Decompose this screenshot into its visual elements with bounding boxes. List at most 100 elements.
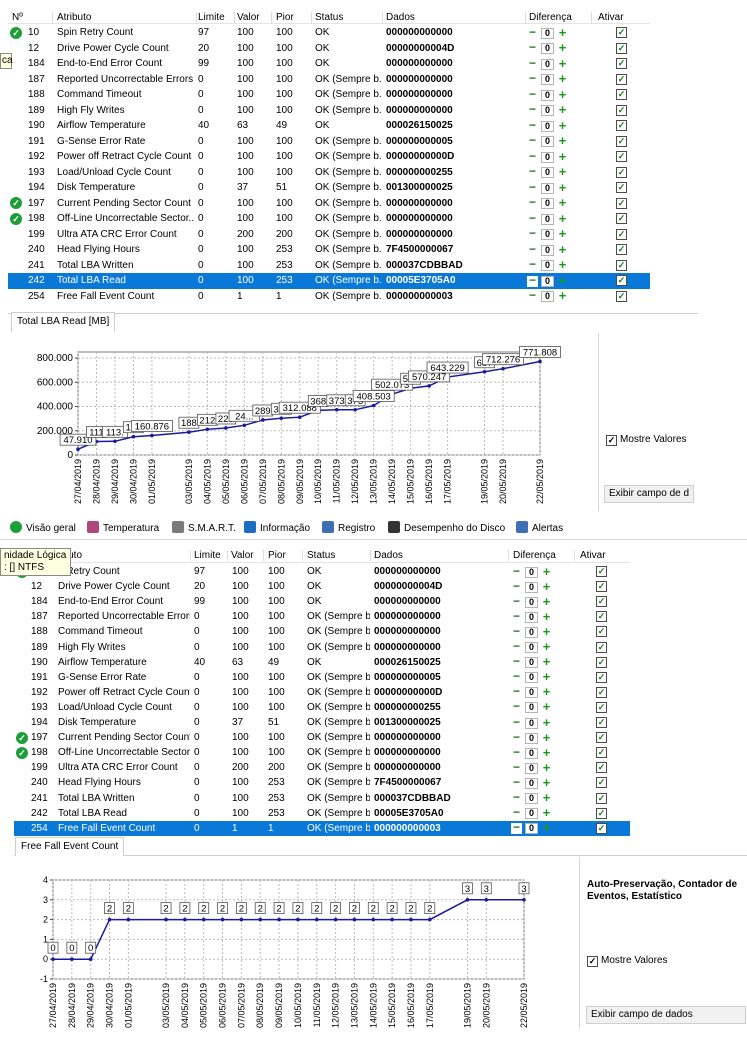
activate-checkbox[interactable]: ✓ [596,671,607,683]
increment-button[interactable]: + [542,759,551,775]
table-row[interactable]: 187 Reported Uncorrectable Errors 0 100 100 O… [14,609,630,624]
data-field-button[interactable]: Exibir campo de dados [586,1006,746,1024]
activate-checkbox[interactable]: ✓ [616,275,627,287]
difference-value[interactable]: 0 [541,27,554,39]
decrement-button[interactable]: − [511,623,522,638]
increment-button[interactable]: + [542,608,551,624]
difference-value[interactable]: 0 [525,611,538,623]
table-row[interactable]: 190 Airflow Temperature 40 63 49 OK 0000261500… [8,118,650,134]
table-row[interactable]: 242 Total LBA Read 0 100 253 OK (Sempre b... 0… [14,806,630,821]
decrement-button[interactable]: − [527,257,538,272]
decrement-button[interactable]: − [527,210,538,225]
difference-value[interactable]: 0 [525,762,538,774]
increment-button[interactable]: + [542,578,551,594]
increment-button[interactable]: + [558,71,567,87]
col-value-header[interactable]: Valor [231,550,254,561]
table-row[interactable]: 240 Head Flying Hours 0 100 253 OK (Sempre b.… [8,242,650,258]
activate-checkbox[interactable]: ✓ [616,290,627,302]
table-row[interactable]: ✓ 198 Off-Line Uncorrectable Sector... 0 100… [14,745,630,760]
activate-checkbox[interactable]: ✓ [596,581,607,593]
increment-button[interactable]: + [558,55,567,71]
decrement-button[interactable]: − [527,55,538,70]
decrement-button[interactable]: − [511,578,522,593]
activate-checkbox[interactable]: ✓ [596,762,607,774]
decrement-button[interactable]: − [511,744,522,759]
increment-button[interactable]: + [558,133,567,149]
activate-checkbox[interactable]: ✓ [616,27,627,39]
increment-button[interactable]: + [558,40,567,56]
decrement-button[interactable]: − [511,684,522,699]
increment-button[interactable]: + [558,24,567,40]
col-num-header[interactable]: Nº [12,12,23,23]
col-status-header[interactable]: Status [315,12,344,23]
table-row[interactable]: 189 High Fly Writes 0 100 100 OK (Sempre b...… [14,640,630,655]
increment-button[interactable]: + [558,288,567,304]
decrement-button[interactable]: − [527,148,538,163]
table-row[interactable]: 192 Power off Retract Cycle Count 0 100 100 O… [14,685,630,700]
table-row[interactable]: 192 Power off Retract Cycle Count 0 100 100 O… [8,149,650,165]
show-values-checkbox[interactable]: ✓ [606,435,617,446]
difference-value[interactable]: 0 [525,717,538,729]
difference-value[interactable]: 0 [541,291,554,303]
decrement-button[interactable]: − [527,133,538,148]
table-row[interactable]: 12 Drive Power Cycle Count 20 100 100 OK 00000… [14,579,630,594]
difference-value[interactable]: 0 [525,626,538,638]
increment-button[interactable]: + [542,729,551,745]
activate-checkbox[interactable]: ✓ [616,135,627,147]
decrement-button[interactable]: − [511,714,522,729]
decrement-button[interactable]: − [511,729,522,744]
decrement-button[interactable]: − [511,820,522,835]
increment-button[interactable]: + [558,210,567,226]
decrement-button[interactable]: − [527,40,538,55]
decrement-button[interactable]: − [527,164,538,179]
difference-value[interactable]: 0 [525,672,538,684]
increment-button[interactable]: + [558,164,567,180]
increment-button[interactable]: + [542,639,551,655]
decrement-button[interactable]: − [511,639,522,654]
increment-button[interactable]: + [558,117,567,133]
col-data-header[interactable]: Dados [374,550,403,561]
increment-button[interactable]: + [542,654,551,670]
activate-checkbox[interactable]: ✓ [616,151,627,163]
increment-button[interactable]: + [558,226,567,242]
decrement-button[interactable]: − [511,593,522,608]
decrement-button[interactable]: − [527,71,538,86]
increment-button[interactable]: + [558,257,567,273]
difference-value[interactable]: 0 [541,58,554,70]
decrement-button[interactable]: − [511,654,522,669]
activate-checkbox[interactable]: ✓ [616,89,627,101]
difference-value[interactable]: 0 [525,777,538,789]
increment-button[interactable]: + [542,774,551,790]
difference-value[interactable]: 0 [541,74,554,86]
activate-checkbox[interactable]: ✓ [596,566,607,578]
increment-button[interactable]: + [558,241,567,257]
difference-value[interactable]: 0 [525,793,538,805]
tab-free-fall-event-count[interactable]: Free Fall Event Count [15,837,125,856]
table-row[interactable]: 254 Free Fall Event Count 0 1 1 OK (Sempre b.… [8,289,650,305]
difference-value[interactable]: 0 [541,260,554,272]
table-row[interactable]: 191 G-Sense Error Rate 0 100 100 OK (Sempre b… [14,670,630,685]
activate-checkbox[interactable]: ✓ [616,120,627,132]
data-field-button[interactable]: Exibir campo de d [604,485,694,503]
difference-value[interactable]: 0 [525,823,538,835]
activate-checkbox[interactable]: ✓ [596,777,607,789]
difference-value[interactable]: 0 [525,702,538,714]
decrement-button[interactable]: − [527,226,538,241]
col-diff-header[interactable]: Diferença [513,550,556,561]
activate-checkbox[interactable]: ✓ [616,73,627,85]
table-row[interactable]: 184 End-to-End Error Count 99 100 100 OK 00000… [14,594,630,609]
table-row[interactable]: 191 G-Sense Error Rate 0 100 100 OK (Sempre b… [8,134,650,150]
difference-value[interactable]: 0 [525,747,538,759]
activate-checkbox[interactable]: ✓ [616,197,627,209]
decrement-button[interactable]: − [511,608,522,623]
difference-value[interactable]: 0 [541,43,554,55]
activate-checkbox[interactable]: ✓ [596,611,607,623]
table-row[interactable]: 241 Total LBA Written 0 100 253 OK (Sempre b.… [8,258,650,274]
tab-disk-performance[interactable]: Desempenho do Disco [388,521,505,537]
table-row[interactable]: ✓ 10 Spin Retry Count 97 100 100 OK 00000000000… [8,25,650,41]
col-worst-header[interactable]: Pior [276,12,294,23]
table-row[interactable]: 188 Command Timeout 0 100 100 OK (Sempre b...… [14,624,630,639]
tab-smart[interactable]: S.M.A.R.T. [172,521,236,537]
difference-value[interactable]: 0 [541,198,554,210]
